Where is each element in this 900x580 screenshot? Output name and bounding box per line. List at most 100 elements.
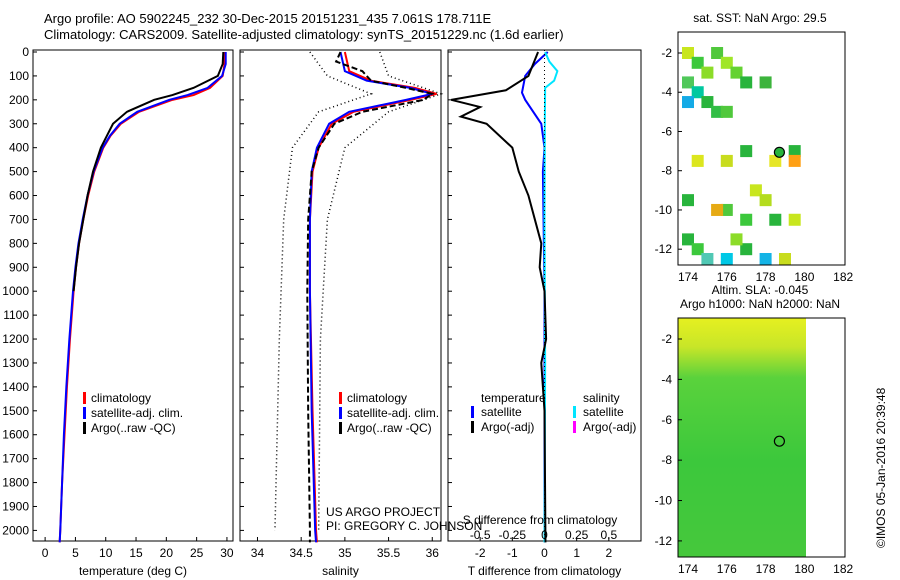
map-y-tick-label: -10 [655, 494, 673, 508]
sst-cell [779, 253, 791, 265]
map-x-tick-label: 178 [756, 562, 776, 576]
sst-cell [769, 154, 782, 167]
y-tick-label: 1900 [2, 499, 29, 513]
y-tick-label: 1800 [2, 476, 29, 490]
x-axis-label: temperature (deg C) [79, 564, 187, 578]
sst-cell [682, 47, 694, 59]
legend-swatch [339, 407, 342, 419]
x-tick-label: 2 [605, 546, 612, 560]
sst-cell [730, 233, 743, 246]
map-y-tick-label: -2 [661, 332, 672, 346]
x-tick-label: 15 [129, 546, 143, 560]
map-x-tick-label: 176 [717, 562, 737, 576]
map-x-tick-label: 180 [794, 562, 814, 576]
sst-cell [730, 66, 743, 79]
y-tick-label: 200 [9, 93, 29, 107]
legend-swatch [573, 406, 576, 418]
x-tick-label: 20 [160, 546, 174, 560]
legend-label: Argo(..raw -QC) [91, 421, 176, 435]
map-x-tick-label: 174 [678, 270, 698, 284]
y-tick-label: 1100 [3, 308, 29, 322]
credit-pi: PI: GREGORY C. JOHNSON [326, 519, 482, 533]
sst-cell [740, 213, 753, 226]
x-axis-label: T difference from climatology [468, 564, 622, 578]
sst-cell [711, 203, 724, 216]
sst-cell [759, 76, 772, 89]
series-argo-raw-qc- [72, 51, 225, 292]
sst-map [682, 47, 801, 265]
sla-map [678, 318, 806, 557]
y-tick-label: 1500 [2, 404, 29, 418]
sst-cell [769, 213, 782, 226]
map-x-tick-label: 178 [756, 270, 776, 284]
x-tick-label: 25 [190, 546, 204, 560]
map-y-tick-label: -6 [661, 413, 672, 427]
y-tick-label: 1600 [2, 428, 29, 442]
sal-frame [239, 49, 442, 542]
y-tick-label: 2000 [2, 523, 29, 537]
sst-cell [720, 105, 733, 118]
x-tick-label: 35.5 [377, 546, 401, 560]
x-tick-label: 30 [220, 546, 234, 560]
legend-label: climatology [347, 391, 407, 405]
map-x-tick-label: 174 [678, 562, 698, 576]
sst-cell [691, 56, 704, 69]
map-y-tick-label: -4 [661, 372, 672, 386]
legend-swatch [339, 422, 342, 434]
legend-label: climatology [91, 391, 151, 405]
sst-cell [711, 105, 724, 118]
y-tick-label: 300 [9, 117, 29, 131]
sst-cell [682, 233, 694, 246]
x-tick-label: 34.5 [289, 546, 313, 560]
x-tick-label: -1 [507, 546, 518, 560]
y-tick-label: 500 [9, 165, 29, 179]
sst-cell [740, 76, 753, 89]
sst-cell [720, 253, 733, 265]
legend-swatch [339, 392, 342, 404]
sst-cell [740, 145, 753, 158]
legend-label: Argo(..raw -QC) [347, 421, 432, 435]
legend-title-temperature: temperature [481, 391, 546, 405]
x-axis-label: salinity [322, 564, 359, 578]
sst-cell [740, 243, 753, 256]
y-tick-label: 900 [9, 260, 29, 274]
map-y-tick-label: -12 [655, 534, 673, 548]
header-line-2: Climatology: CARS2009. Satellite-adjuste… [44, 27, 564, 42]
sst-cell [691, 154, 704, 167]
legend-title-salinity: salinity [583, 391, 620, 405]
map-y-tick-label: -12 [655, 242, 673, 256]
map-y-tick-label: -6 [661, 124, 672, 138]
sst-cell [720, 203, 733, 216]
sst-cell [682, 194, 694, 207]
legend-label: satellite-adj. clim. [347, 406, 439, 420]
legend-label: satellite [583, 405, 624, 419]
float-position-marker [773, 435, 785, 447]
y-tick-label: 400 [9, 141, 29, 155]
series-satellite-adj-clim- [58, 52, 227, 543]
x-tick-label: 1 [573, 546, 580, 560]
x-tick-label: 36 [426, 546, 440, 560]
sst-cell [701, 96, 714, 109]
credit-project: US ARGO PROJECT [326, 505, 441, 519]
legend-label: Argo(-adj) [481, 420, 534, 434]
y-tick-label: 1400 [2, 380, 29, 394]
sst-cell [788, 145, 801, 158]
map-x-tick-label: 182 [833, 562, 853, 576]
sst-map-frame [677, 31, 846, 266]
y-tick-label: 1300 [2, 356, 29, 370]
map-y-tick-label: -8 [661, 164, 672, 178]
sst-cell [788, 213, 801, 226]
series-clim-lower [274, 51, 374, 531]
map-y-tick-label: -4 [661, 85, 672, 99]
legend-label: Argo(-adj) [583, 420, 636, 434]
y-tick-label: 800 [9, 236, 29, 250]
x2-tick-label: 0.25 [565, 528, 589, 542]
y-tick-label: 600 [9, 189, 29, 203]
sst-cell [691, 243, 704, 256]
map-title: Altim. SLA: -0.045 [712, 283, 809, 297]
x-tick-label: 34 [251, 546, 265, 560]
y-tick-label: 1000 [2, 284, 29, 298]
sst-cell [759, 194, 772, 207]
sst-cell [720, 56, 733, 69]
